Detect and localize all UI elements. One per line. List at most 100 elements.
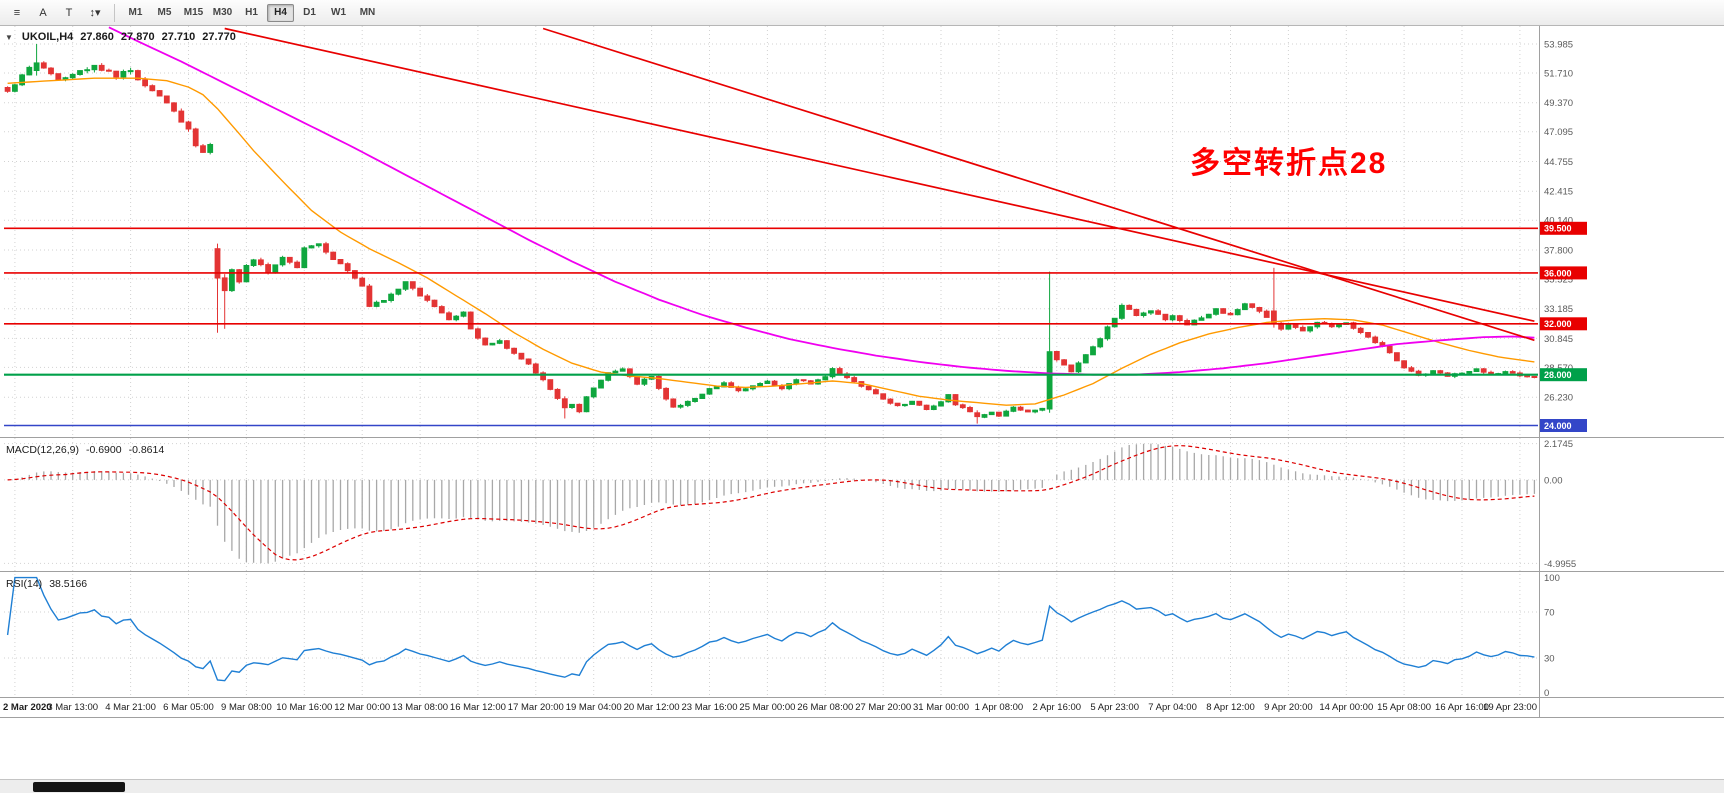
- svg-text:27 Mar 20:00: 27 Mar 20:00: [855, 702, 911, 713]
- svg-text:40.140: 40.140: [1544, 216, 1573, 227]
- ohlc-close: 27.770: [202, 31, 236, 43]
- toolbar-button-t[interactable]: T: [65, 6, 73, 19]
- svg-text:13 Mar 08:00: 13 Mar 08:00: [392, 702, 448, 713]
- price-scale[interactable]: 53.985 51.710 49.370 47.095 44.755 42.415 40.1…: [1544, 39, 1576, 698]
- ma-fast-line: [7, 77, 1535, 406]
- svg-text:35.525: 35.525: [1544, 274, 1573, 285]
- svg-text:4 Mar 21:00: 4 Mar 21:00: [105, 702, 156, 713]
- rsi-indicator-label: RSI(14) 38.5166: [6, 578, 87, 590]
- timeframe-button-h1[interactable]: H1: [245, 7, 258, 18]
- timeframe-button-m1[interactable]: M1: [128, 7, 143, 18]
- chart-text-annotation[interactable]: 多空转折点28: [1190, 147, 1388, 180]
- svg-text:12 Mar 00:00: 12 Mar 00:00: [334, 702, 390, 713]
- svg-text:19 Apr 23:00: 19 Apr 23:00: [1483, 702, 1537, 713]
- svg-text:14 Apr 00:00: 14 Apr 00:00: [1319, 702, 1373, 713]
- svg-text:39.500: 39.500: [1544, 224, 1572, 234]
- title-dropdown-icon[interactable]: ▼: [5, 33, 13, 42]
- svg-text:24.000: 24.000: [1544, 421, 1572, 431]
- rsi-value: 38.5166: [49, 578, 88, 590]
- svg-text:70: 70: [1544, 607, 1555, 618]
- svg-text:23 Mar 16:00: 23 Mar 16:00: [682, 702, 738, 713]
- trendline-2[interactable]: [542, 27, 1535, 342]
- svg-text:26 Mar 08:00: 26 Mar 08:00: [797, 702, 853, 713]
- svg-text:33.185: 33.185: [1544, 304, 1573, 315]
- svg-text:30.845: 30.845: [1544, 334, 1573, 345]
- bottom-bar-item[interactable]: [33, 782, 125, 792]
- macd-histogram: [14, 443, 1536, 564]
- panel-borders: [0, 26, 1724, 718]
- svg-text:37.800: 37.800: [1544, 245, 1573, 256]
- macd-indicator-label: MACD(12,26,9) -0.6900 -0.8614: [6, 444, 164, 456]
- rsi-name: RSI(14): [6, 578, 43, 590]
- ohlc-high: 27.870: [120, 31, 155, 43]
- bottom-bar: [0, 779, 1724, 793]
- svg-text:1 Apr 08:00: 1 Apr 08:00: [975, 702, 1024, 713]
- svg-text:36.000: 36.000: [1544, 268, 1572, 278]
- svg-text:0: 0: [1544, 688, 1549, 699]
- svg-text:9 Mar 08:00: 9 Mar 08:00: [221, 702, 272, 713]
- timeframe-toolbar: M1 M5 M15 M30 H1 H4 D1 W1 MN: [122, 3, 381, 22]
- toolbar-button-a[interactable]: A: [39, 6, 47, 19]
- svg-text:51.710: 51.710: [1544, 68, 1573, 79]
- svg-text:20 Mar 12:00: 20 Mar 12:00: [624, 702, 680, 713]
- svg-text:28.000: 28.000: [1544, 370, 1572, 380]
- svg-text:42.415: 42.415: [1544, 187, 1573, 198]
- scale-arrows-icon[interactable]: ↕▾: [89, 7, 101, 19]
- svg-text:44.755: 44.755: [1544, 157, 1573, 168]
- timeframe-button-m5[interactable]: M5: [157, 7, 172, 18]
- symbol-timeframe-label: UKOIL,H4: [21, 31, 74, 43]
- svg-text:53.985: 53.985: [1544, 39, 1573, 50]
- svg-text:31 Mar 00:00: 31 Mar 00:00: [913, 702, 969, 713]
- svg-text:5 Apr 23:00: 5 Apr 23:00: [1090, 702, 1139, 713]
- svg-text:19 Mar 04:00: 19 Mar 04:00: [566, 702, 622, 713]
- svg-text:47.095: 47.095: [1544, 127, 1573, 138]
- price-badges: 39.500 36.000 32.000 28.000 24.000: [1540, 221, 1587, 432]
- toolbar-tools-group: ≡ A T ↕▾: [5, 3, 107, 23]
- svg-text:15 Apr 08:00: 15 Apr 08:00: [1377, 702, 1431, 713]
- chart-list-icon[interactable]: ≡: [13, 6, 21, 19]
- svg-text:25 Mar 00:00: 25 Mar 00:00: [739, 702, 795, 713]
- timeframe-button-m15[interactable]: M15: [183, 7, 204, 18]
- svg-text:17 Mar 20:00: 17 Mar 20:00: [508, 702, 564, 713]
- svg-text:2 Mar 2020: 2 Mar 2020: [3, 702, 52, 713]
- macd-value-main: -0.6900: [85, 444, 122, 456]
- macd-value-signal: -0.8614: [128, 444, 165, 456]
- timeframe-button-m30[interactable]: M30: [212, 7, 233, 18]
- svg-text:2 Apr 16:00: 2 Apr 16:00: [1032, 702, 1081, 713]
- timeframe-button-h4[interactable]: H4: [267, 3, 294, 22]
- panel-resize-handle-rsi[interactable]: [0, 569, 1724, 575]
- macd-signal-line: [7, 444, 1535, 561]
- svg-text:100: 100: [1544, 573, 1560, 584]
- timeframe-button-w1[interactable]: W1: [331, 7, 346, 18]
- timeframe-button-mn[interactable]: MN: [359, 7, 376, 18]
- svg-text:3 Mar 13:00: 3 Mar 13:00: [47, 702, 98, 713]
- svg-text:26.230: 26.230: [1544, 393, 1573, 404]
- svg-text:16 Apr 16:00: 16 Apr 16:00: [1435, 702, 1489, 713]
- toolbar-separator: [114, 3, 115, 22]
- svg-text:8 Apr 12:00: 8 Apr 12:00: [1206, 702, 1255, 713]
- timeframe-button-d1[interactable]: D1: [303, 7, 316, 18]
- macd-name: MACD(12,26,9): [6, 444, 79, 456]
- chart-window-title: ▼ UKOIL,H4 27.860 27.870 27.710 27.770: [5, 31, 236, 43]
- ohlc-open: 27.860: [80, 31, 114, 43]
- svg-text:7 Apr 04:00: 7 Apr 04:00: [1148, 702, 1197, 713]
- svg-text:6 Mar 05:00: 6 Mar 05:00: [163, 702, 214, 713]
- svg-text:2.1745: 2.1745: [1544, 439, 1573, 450]
- svg-text:49.370: 49.370: [1544, 98, 1573, 109]
- svg-text:10 Mar 16:00: 10 Mar 16:00: [276, 702, 332, 713]
- svg-text:30: 30: [1544, 653, 1555, 664]
- svg-text:16 Mar 12:00: 16 Mar 12:00: [450, 702, 506, 713]
- ohlc-low: 27.710: [161, 31, 196, 43]
- grid: [4, 26, 1538, 697]
- toolbar: ≡ A T ↕▾ M1 M5 M15 M30 H1 H4 D1 W1 MN: [0, 0, 1724, 26]
- svg-text:0.00: 0.00: [1544, 475, 1563, 486]
- ma-slow-line: [108, 26, 1535, 376]
- rsi-line: [6, 576, 1535, 682]
- svg-text:32.000: 32.000: [1544, 319, 1572, 329]
- panel-resize-handle-macd[interactable]: [0, 435, 1724, 441]
- svg-text:-4.9955: -4.9955: [1544, 559, 1576, 570]
